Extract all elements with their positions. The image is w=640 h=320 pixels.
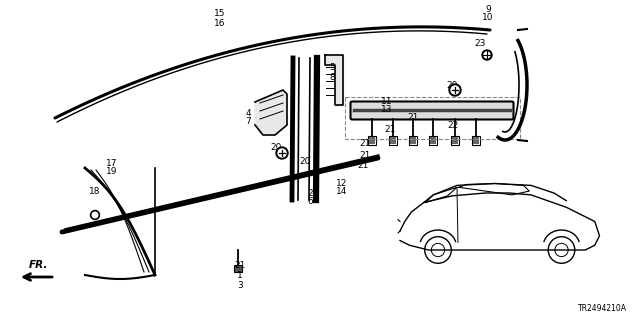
Bar xyxy=(390,137,396,144)
Text: 12: 12 xyxy=(336,179,348,188)
Bar xyxy=(472,136,480,145)
Bar xyxy=(409,136,417,145)
Bar xyxy=(429,136,437,145)
Text: 21: 21 xyxy=(407,113,419,122)
Bar xyxy=(451,136,459,145)
Circle shape xyxy=(484,52,490,58)
Text: 13: 13 xyxy=(381,106,393,115)
Circle shape xyxy=(90,211,99,220)
Text: 2: 2 xyxy=(307,188,313,197)
Text: 19: 19 xyxy=(106,167,118,177)
Bar xyxy=(430,137,436,144)
Text: 4: 4 xyxy=(245,108,251,117)
Circle shape xyxy=(278,149,286,157)
Text: 3: 3 xyxy=(237,281,243,290)
Text: 15: 15 xyxy=(214,10,226,19)
Text: 17: 17 xyxy=(106,158,118,167)
Text: 22: 22 xyxy=(447,122,459,131)
Bar xyxy=(389,136,397,145)
Text: 21: 21 xyxy=(234,261,246,270)
Bar xyxy=(473,137,479,144)
Circle shape xyxy=(451,86,459,94)
Text: FR.: FR. xyxy=(29,260,48,270)
Circle shape xyxy=(449,84,461,96)
Circle shape xyxy=(276,147,288,159)
Text: 10: 10 xyxy=(483,13,493,22)
Text: 1: 1 xyxy=(237,271,243,281)
Text: 21: 21 xyxy=(357,162,369,171)
Text: 11: 11 xyxy=(381,97,393,106)
Polygon shape xyxy=(255,90,287,135)
Text: 8: 8 xyxy=(329,73,335,82)
Bar xyxy=(369,137,375,144)
Bar xyxy=(410,137,416,144)
Bar xyxy=(234,265,242,272)
Text: 18: 18 xyxy=(89,188,100,196)
Text: 9: 9 xyxy=(485,4,491,13)
Text: 23: 23 xyxy=(474,38,486,47)
Text: 20: 20 xyxy=(446,82,458,91)
Text: 21: 21 xyxy=(359,140,371,148)
Text: 21: 21 xyxy=(359,150,371,159)
Circle shape xyxy=(482,50,492,60)
Text: 6: 6 xyxy=(307,197,313,206)
Bar xyxy=(368,136,376,145)
Polygon shape xyxy=(325,55,343,105)
Text: 21: 21 xyxy=(384,125,396,134)
Text: 7: 7 xyxy=(245,117,251,126)
Circle shape xyxy=(92,212,98,218)
Text: 14: 14 xyxy=(336,188,348,196)
Text: 20: 20 xyxy=(300,157,310,166)
Bar xyxy=(452,137,458,144)
Text: 16: 16 xyxy=(214,19,226,28)
FancyBboxPatch shape xyxy=(351,101,513,119)
Text: TR2494210A: TR2494210A xyxy=(578,304,627,313)
Text: 20: 20 xyxy=(270,142,282,151)
Text: 5: 5 xyxy=(329,63,335,73)
